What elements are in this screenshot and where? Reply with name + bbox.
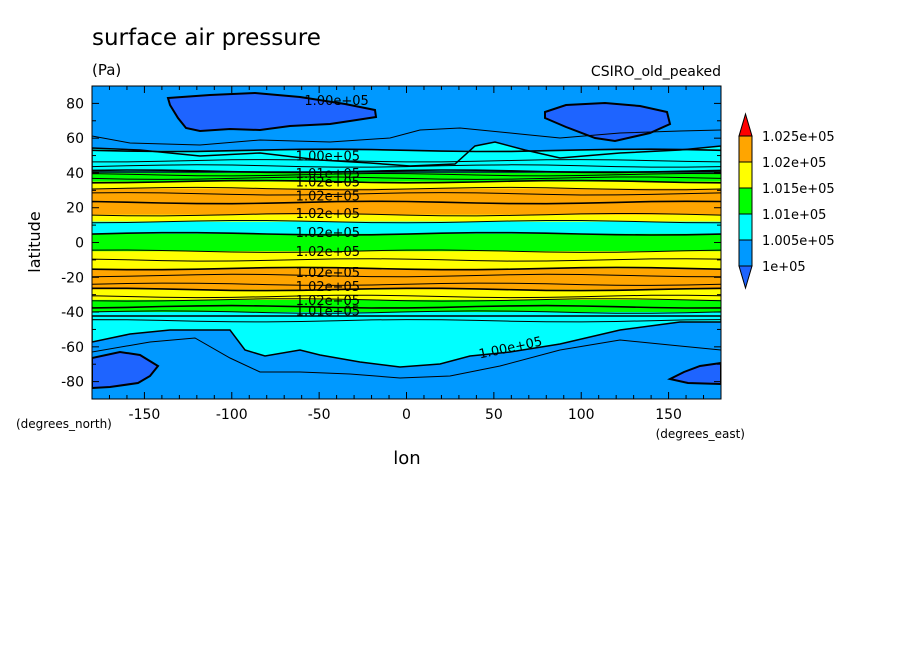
colorbar-segment-1 (738, 135, 753, 163)
contour-label-10: 1.02e+05 (296, 294, 360, 309)
x-axis-units: (degrees_east) (656, 427, 745, 441)
south-light-contour (92, 337, 721, 379)
contour-line-7 (92, 186, 721, 191)
colorbar-segment-5 (738, 239, 753, 267)
plot-area: 1.00e+051.00e+051.01e+051.02e+051.02e+05… (92, 86, 721, 399)
colorbar-label-3: 1.01e+05 (762, 208, 826, 223)
pressure-band-4 (92, 172, 721, 183)
north-cyan-bump (92, 141, 721, 173)
contour-line-19 (92, 294, 721, 299)
contour-line-14 (92, 258, 721, 262)
x-tick-label-5: 100 (568, 407, 595, 423)
y-axis-ticks: -80 -60 -40 -20 0 20 40 60 80 (61, 85, 721, 400)
contour-line-21 (92, 304, 721, 309)
pressure-band-11 (92, 259, 721, 270)
contour-line-5 (92, 176, 721, 180)
pressure-cells (92, 91, 721, 390)
colorbar-label-5: 1e+05 (762, 260, 806, 275)
x-tick-label-4: 50 (485, 407, 503, 423)
x-tick-label-1: -100 (216, 407, 248, 423)
contour-line-16 (92, 273, 721, 278)
pressure-band-7 (92, 214, 721, 223)
x-tick-label-6: 150 (655, 407, 682, 423)
pressure-band-9 (92, 233, 721, 252)
contour-label-1: 1.00e+05 (296, 150, 360, 165)
colorbar-label-0: 1.025e+05 (762, 130, 835, 145)
colorbar-segment-3 (738, 187, 753, 215)
north-light-contour (92, 127, 721, 146)
y-tick-label-4: 0 (75, 236, 84, 252)
pressure-band-13 (92, 289, 721, 301)
pressure-band-12 (92, 268, 721, 291)
contour-line-23 (92, 319, 721, 323)
south-low-cell-2 (667, 361, 721, 386)
contour-line-22 (92, 310, 721, 314)
y-tick-label-7: 60 (66, 131, 84, 147)
contour-line-17 (92, 282, 721, 286)
x-axis-label: lon (393, 448, 420, 469)
colorbar: 1.025e+05 1.02e+05 1.015e+05 1.01e+05 1.005e… (738, 112, 835, 290)
contour-label-9: 1.02e+05 (296, 280, 360, 295)
contour-line-8 (92, 192, 721, 196)
contour-label-4: 1.02e+05 (296, 190, 360, 205)
chart-units: (Pa) (92, 61, 121, 79)
colorbar-top-arrow (738, 112, 753, 137)
contour-line-4 (92, 172, 721, 177)
pressure-band-10 (92, 251, 721, 261)
colorbar-label-2: 1.015e+05 (762, 182, 835, 197)
x-tick-label-3: 0 (402, 407, 411, 423)
colorbar-label-1: 1.02e+05 (762, 156, 826, 171)
y-tick-label-6: 40 (66, 166, 84, 182)
contour-line-13 (92, 249, 721, 253)
y-tick-label-3: -20 (61, 270, 84, 286)
pressure-band-14 (92, 299, 721, 313)
y-axis-label: latitude (25, 211, 44, 272)
pressure-band-8 (92, 221, 721, 235)
y-tick-label-2: -40 (61, 305, 84, 321)
y-tick-label-1: -60 (61, 340, 84, 356)
chart-title: surface air pressure (92, 25, 321, 51)
contour-label-3: 1.02e+05 (296, 176, 360, 191)
south-low-cell-1 (92, 350, 160, 390)
contour-line-12 (92, 231, 721, 236)
y-axis-units: (degrees_north) (16, 417, 112, 431)
colorbar-label-4: 1.005e+05 (762, 234, 835, 249)
contour-line-11 (92, 220, 721, 224)
north-low-cell-2 (544, 101, 672, 143)
contour-line-2 (92, 164, 721, 168)
north-low-cell-1 (166, 91, 378, 133)
contour-label-7: 1.02e+05 (296, 245, 360, 260)
pressure-band-5 (92, 181, 721, 190)
colorbar-bottom-arrow (738, 265, 753, 290)
contour-line-3 (92, 169, 721, 174)
y-tick-label-8: 80 (66, 96, 84, 112)
y-tick-label-0: -80 (61, 375, 84, 391)
contour-line-18 (92, 287, 721, 292)
south-cyan-region (92, 315, 721, 368)
x-tick-label-0: -150 (129, 407, 161, 423)
y-tick-label-5: 20 (66, 201, 84, 217)
contour-line-6 (92, 179, 721, 184)
contour-label-6: 1.02e+05 (296, 226, 360, 241)
contour-line-15 (92, 266, 721, 271)
x-axis-ticks: -150 -100 -50 0 50 100 150 (108, 86, 705, 423)
contour-label-8: 1.02e+05 (296, 266, 360, 281)
contour-label-2: 1.01e+05 (296, 167, 360, 182)
contour-line-0 (92, 148, 721, 153)
contour-label-11: 1.01e+05 (296, 304, 360, 319)
x-tick-label-2: -50 (308, 407, 331, 423)
contour-line-1 (92, 159, 721, 163)
contour-label-0: 1.00e+05 (304, 94, 368, 109)
contour-line-20 (92, 298, 721, 302)
contour-label-5: 1.02e+05 (296, 207, 360, 222)
contour-line-10 (92, 212, 721, 217)
colorbar-segment-4 (738, 213, 753, 241)
dataset-label: CSIRO_old_peaked (591, 64, 721, 80)
contour-line-9 (92, 200, 721, 205)
contour-lines (92, 148, 721, 323)
colorbar-segment-2 (738, 161, 753, 189)
